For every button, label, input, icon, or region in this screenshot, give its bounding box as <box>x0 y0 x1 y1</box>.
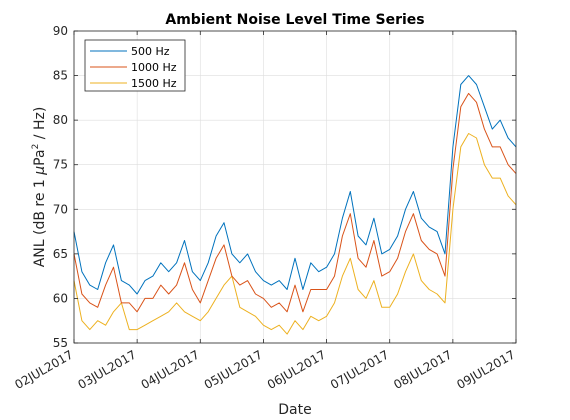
y-tick-label: 80 <box>53 113 68 127</box>
chart-title: Ambient Noise Level Time Series <box>165 12 424 28</box>
y-tick-label: 85 <box>53 69 68 83</box>
series-layer <box>73 75 517 335</box>
series-line-1000hz <box>73 92 517 313</box>
y-tick-label: 75 <box>53 158 68 172</box>
y-axis-label-sup: 2 <box>31 144 41 150</box>
series-line-500hz <box>73 75 517 295</box>
y-tick-label: 60 <box>53 291 68 305</box>
y-axis-label-post: / Hz) <box>32 107 48 144</box>
axes-box <box>73 30 517 344</box>
legend-label-1000hz: 1000 Hz <box>131 61 177 74</box>
y-tick-label: 70 <box>53 202 68 216</box>
x-axis-label: Date <box>278 402 311 418</box>
y-tick-label: 90 <box>53 24 68 38</box>
y-tick-label: 65 <box>53 247 68 261</box>
y-axis-label-unit: Pa <box>32 149 48 165</box>
y-tick-label: 55 <box>53 336 68 350</box>
legend-label-1500hz: 1500 Hz <box>131 77 177 90</box>
legend-label-500hz: 500 Hz <box>131 45 170 58</box>
legend: 500 Hz 1000 Hz 1500 Hz <box>84 39 186 92</box>
y-axis-label-mu: μ <box>32 166 48 176</box>
series-line-1500hz <box>73 133 517 335</box>
y-axis-label-pre: ANL (dB re 1 <box>32 175 48 268</box>
y-axis-label: ANL (dB re 1 μPa2 / Hz) <box>31 107 48 268</box>
